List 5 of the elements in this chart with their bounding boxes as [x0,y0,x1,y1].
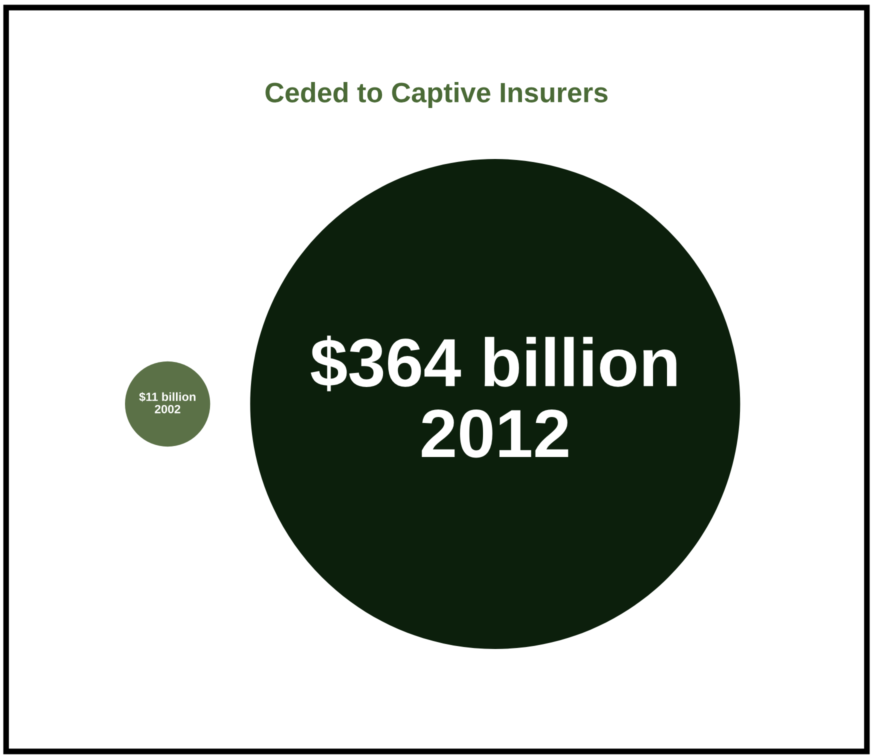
category-label: 2012 [422,409,568,458]
data-label: $11 billion [139,392,196,402]
data-label: $364 billion [310,336,676,392]
text: Ceded to Captive Insurers [266,82,608,108]
category-label: 2002 [154,404,180,414]
